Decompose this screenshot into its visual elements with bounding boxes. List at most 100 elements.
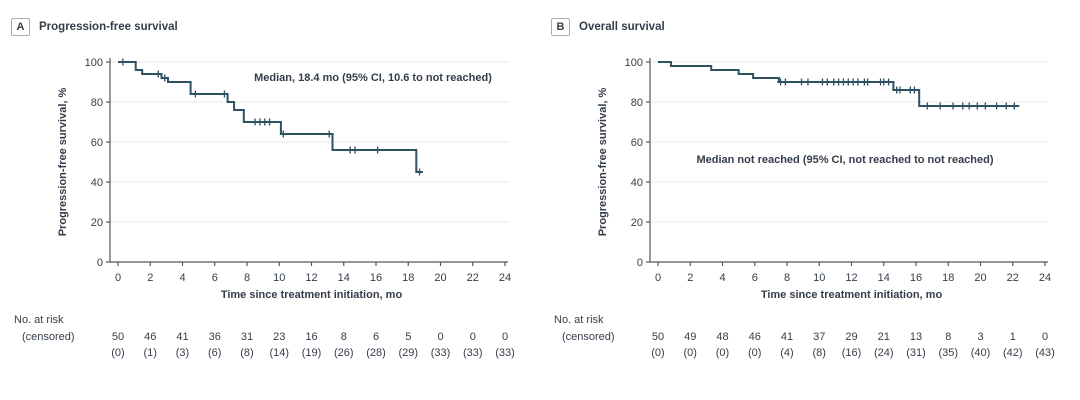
- risk-count: 8: [341, 331, 347, 343]
- gridlines: [110, 61, 508, 223]
- x-axis-label: Time since treatment initiation, mo: [761, 289, 943, 301]
- km-plot-b: 0 2 4 6 8 10 12 14 16 18 20 22 24020406080100Progres…: [554, 57, 1055, 359]
- y-tick-label: 80: [631, 97, 643, 109]
- x-tick-label: 20: [974, 272, 986, 284]
- x-tick-label: 20: [434, 272, 446, 284]
- risk-table-label: No. at risk: [554, 314, 604, 326]
- y-tick-label: 20: [631, 217, 643, 229]
- censor-mark: [959, 102, 967, 110]
- x-tick-label: 18: [942, 272, 954, 284]
- y-tick-label: 20: [91, 217, 103, 229]
- censor-mark: [416, 168, 424, 176]
- risk-count: 23: [273, 331, 285, 343]
- x-tick-label: 14: [338, 272, 350, 284]
- median-annotation: Median not reached (95% CI, not reached …: [696, 154, 993, 166]
- x-tick-label: 8: [244, 272, 250, 284]
- x-tick-label: 4: [719, 272, 725, 284]
- y-axis-label: Progression-free survival, %: [597, 88, 609, 237]
- risk-count: 49: [684, 331, 696, 343]
- censor-mark: [325, 130, 333, 138]
- survival-curve: [118, 61, 423, 173]
- censor-mark: [220, 90, 228, 98]
- x-tick-label: 18: [402, 272, 414, 284]
- censored-count: (0): [651, 347, 664, 359]
- x-tick-label: 14: [878, 272, 890, 284]
- x-tick-label: 16: [370, 272, 382, 284]
- y-axis-label: Progression-free survival, %: [57, 88, 69, 237]
- axes: [646, 58, 1048, 266]
- x-tick-label: 22: [1007, 272, 1019, 284]
- censored-count: (19): [302, 347, 322, 359]
- x-tick-label: 0: [655, 272, 661, 284]
- censor-mark: [351, 146, 359, 154]
- censor-mark: [1010, 102, 1018, 110]
- risk-count: 0: [470, 331, 476, 343]
- x-tick-label: 8: [784, 272, 790, 284]
- panel-label-box-a: A: [11, 18, 30, 36]
- x-tick-label: 10: [813, 272, 825, 284]
- risk-count: 37: [813, 331, 825, 343]
- censor-mark: [279, 130, 287, 138]
- x-tick-label: 2: [147, 272, 153, 284]
- censor-mark: [781, 78, 789, 86]
- panel-b: B Overall survival 0 2 4 6 8 10 12 14 16 18 20 22 24…: [540, 0, 1080, 400]
- censor-mark: [965, 102, 973, 110]
- censor-mark: [374, 146, 382, 154]
- panel-b-header: B Overall survival: [551, 18, 665, 36]
- censored-count: (33): [431, 347, 451, 359]
- censored-count: (0): [684, 347, 697, 359]
- censored-count: (0): [748, 347, 761, 359]
- censor-mark: [191, 90, 199, 98]
- censor-mark: [993, 102, 1001, 110]
- censor-mark: [949, 102, 957, 110]
- x-tick-label: 12: [845, 272, 857, 284]
- risk-count: 0: [437, 331, 443, 343]
- x-tick-label: 10: [273, 272, 285, 284]
- panel-a: A Progression-free survival 0 2 4 6 8 10 12 14 1…: [11, 18, 515, 359]
- censor-mark: [1002, 102, 1010, 110]
- risk-count: 5: [405, 331, 411, 343]
- censored-count: (33): [495, 347, 515, 359]
- gridlines: [650, 61, 1048, 223]
- censored-count: (43): [1035, 347, 1055, 359]
- censored-count: (16): [842, 347, 862, 359]
- censor-mark: [896, 86, 904, 94]
- risk-count: 3: [977, 331, 983, 343]
- risk-count: 31: [241, 331, 253, 343]
- risk-table-censored-label: (censored): [562, 331, 615, 343]
- x-tick-label: 2: [687, 272, 693, 284]
- censored-count: (31): [906, 347, 926, 359]
- censored-count: (24): [874, 347, 894, 359]
- y-tick-label: 100: [625, 57, 643, 69]
- censor-mark: [119, 58, 127, 66]
- censor-mark: [154, 70, 162, 78]
- censored-count: (8): [240, 347, 253, 359]
- censor-mark: [981, 102, 989, 110]
- risk-count: 46: [749, 331, 761, 343]
- panel-a-header: A Progression-free survival: [11, 18, 178, 36]
- censor-mark: [823, 78, 831, 86]
- censor-mark: [885, 78, 893, 86]
- x-tick-label: 22: [467, 272, 479, 284]
- x-axis-label: Time since treatment initiation, mo: [221, 289, 403, 301]
- x-tick-label: 16: [910, 272, 922, 284]
- risk-count: 48: [716, 331, 728, 343]
- censored-count: (6): [208, 347, 221, 359]
- censor-mark: [161, 74, 169, 82]
- censor-mark: [936, 102, 944, 110]
- survival-curve: [658, 61, 1020, 107]
- censored-count: (3): [176, 347, 189, 359]
- x-tick-label: 0: [115, 272, 121, 284]
- censored-count: (1): [144, 347, 157, 359]
- censor-mark: [910, 86, 918, 94]
- risk-count: 36: [209, 331, 221, 343]
- risk-count: 46: [144, 331, 156, 343]
- censored-count: (14): [269, 347, 289, 359]
- censor-mark: [266, 118, 274, 126]
- panel-label-box-b: B: [551, 18, 570, 36]
- risk-count: 21: [878, 331, 890, 343]
- risk-count: 41: [781, 331, 793, 343]
- panel-title-b: Overall survival: [579, 21, 665, 33]
- x-tick-label: 6: [752, 272, 758, 284]
- risk-count: 29: [845, 331, 857, 343]
